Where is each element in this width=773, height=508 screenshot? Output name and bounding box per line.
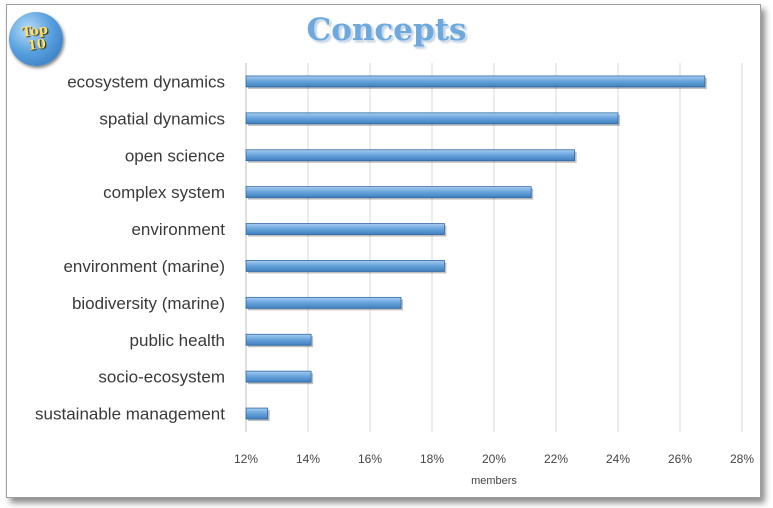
bar — [246, 113, 618, 124]
category-label: spatial dynamics — [99, 109, 225, 128]
category-label: complex system — [103, 183, 225, 202]
bar — [246, 150, 575, 161]
bar — [246, 260, 444, 271]
bar — [246, 297, 401, 308]
category-label: environment — [131, 220, 225, 239]
bar — [246, 408, 268, 419]
category-label: open science — [125, 146, 225, 165]
category-label: environment (marine) — [63, 257, 225, 276]
category-label: sustainable management — [35, 405, 225, 424]
x-tick-label: 18% — [420, 452, 444, 466]
x-tick-label: 26% — [668, 452, 692, 466]
bar — [246, 224, 444, 235]
x-tick-label: 12% — [234, 452, 258, 466]
x-tick-label: 14% — [296, 452, 320, 466]
x-tick-label: 22% — [544, 452, 568, 466]
category-label: socio-ecosystem — [98, 368, 225, 387]
x-tick-labels: 12% 14% 16% 18% 20% 22% 24% 26% 28% — [234, 452, 754, 466]
x-tick-label: 28% — [730, 452, 754, 466]
category-label: ecosystem dynamics — [67, 72, 225, 91]
bar — [246, 76, 705, 87]
bar — [246, 187, 531, 198]
x-tick-label: 20% — [482, 452, 506, 466]
category-label: public health — [130, 331, 225, 350]
bar — [246, 334, 311, 345]
category-label: biodiversity (marine) — [72, 294, 225, 313]
bar — [246, 371, 311, 382]
category-labels: ecosystem dynamics spatial dynamics open s… — [35, 72, 225, 423]
bars — [246, 76, 707, 421]
x-axis-title: members — [471, 475, 517, 487]
x-tick-label: 24% — [606, 452, 630, 466]
x-tick-label: 16% — [358, 452, 382, 466]
